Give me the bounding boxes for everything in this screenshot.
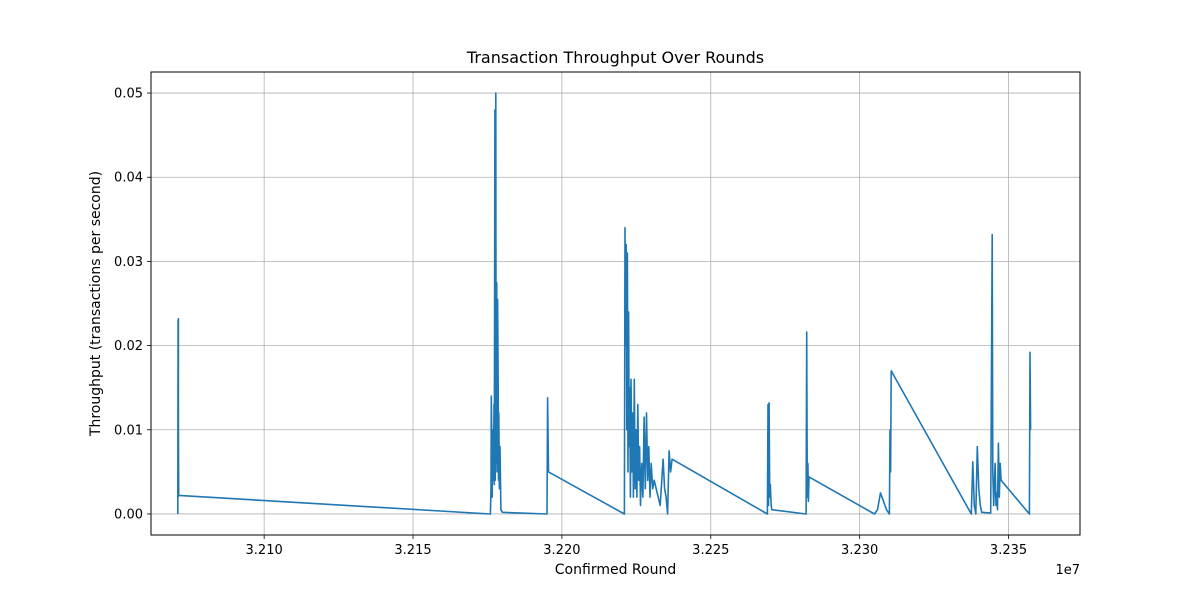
x-axis-offset-label: 1e7 [1055, 563, 1080, 578]
y-tick-label: 0.05 [114, 87, 143, 102]
x-tick-label: 3.215 [394, 543, 431, 558]
x-axis-label: Confirmed Round [555, 562, 676, 578]
plot-frame [150, 71, 1081, 536]
grid-layer [151, 72, 1080, 535]
y-tick-label: 0.00 [114, 507, 143, 522]
x-tick-label: 3.235 [990, 543, 1027, 558]
y-tick-label: 0.04 [114, 171, 143, 186]
y-tick-label: 0.03 [114, 255, 143, 270]
x-tick-label: 3.220 [543, 543, 580, 558]
y-tick-label: 0.02 [114, 339, 143, 354]
tick-layer: 3.210 3.215 3.220 3.225 3.230 3.235 0.00 0.01 0.… [114, 87, 1027, 558]
line-layer [177, 92, 1032, 515]
x-tick-label: 3.225 [692, 543, 729, 558]
y-axis-label: Throughput (transactions per second) [88, 171, 104, 437]
y-tick-label: 0.01 [114, 423, 143, 438]
chart-title: Transaction Throughput Over Rounds [466, 48, 764, 67]
x-tick-label: 3.210 [246, 543, 283, 558]
series-line [177, 92, 1032, 515]
x-tick-label: 3.230 [841, 543, 878, 558]
